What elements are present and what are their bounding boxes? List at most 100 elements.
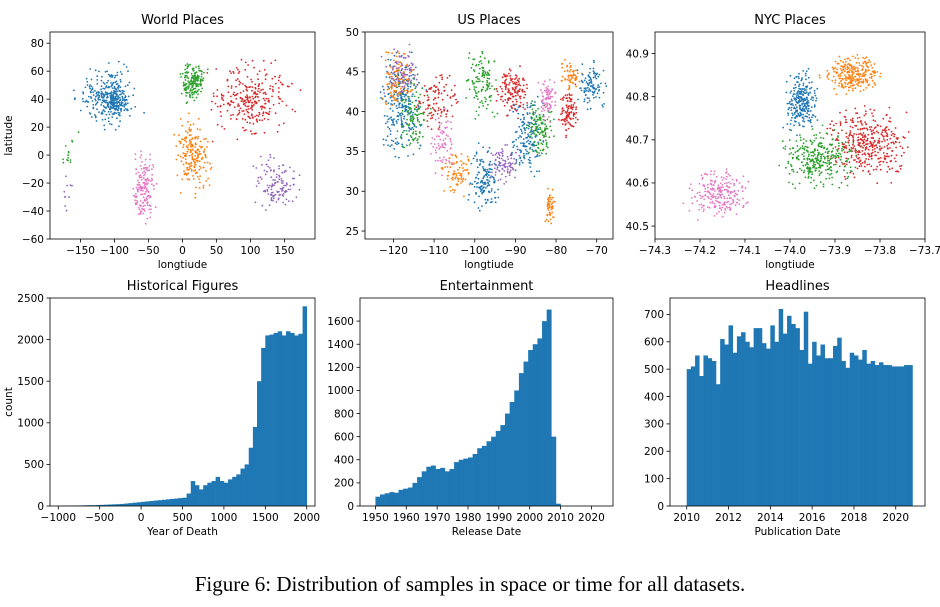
us-point (586, 108, 589, 111)
world-point (198, 165, 201, 168)
us-point (507, 91, 510, 93)
us-point (481, 50, 483, 53)
nyc-point (828, 161, 831, 164)
world-marks (62, 58, 302, 225)
us-point (409, 85, 412, 88)
nyc-point (723, 211, 726, 214)
us-point (449, 96, 452, 98)
nyc-point (830, 133, 833, 136)
us-point (478, 72, 480, 75)
world-point (269, 87, 271, 90)
us-point (514, 78, 516, 80)
world-places-panel: −150 −100 −50 0 50 100 150−60−40−20020406080Wo… (3, 13, 316, 271)
nyc-point (891, 149, 894, 152)
us-point (522, 113, 525, 116)
world-point (193, 91, 196, 93)
us-point (481, 74, 484, 77)
us-point (566, 78, 569, 81)
us-point (398, 102, 401, 105)
world-point (115, 88, 118, 91)
world-point (262, 97, 265, 100)
nyc-point (726, 185, 728, 188)
us-point (545, 87, 547, 89)
world-point (132, 194, 135, 197)
world-point (107, 110, 110, 113)
us-point (390, 66, 392, 68)
us-point (542, 98, 544, 101)
world-point (119, 86, 122, 89)
world-point (261, 114, 264, 117)
world-point (140, 154, 143, 157)
us-point (565, 117, 568, 120)
world-point (191, 85, 194, 88)
world-point (100, 79, 103, 82)
us-point (404, 81, 406, 84)
us-point (501, 148, 503, 151)
world-point (197, 65, 200, 68)
us-point (457, 180, 460, 183)
world-cluster-pink (132, 150, 158, 225)
world-point (250, 78, 253, 81)
world-point (121, 91, 124, 94)
us-point (586, 82, 589, 85)
us-point (498, 153, 500, 155)
world-point (194, 80, 197, 83)
us-point (435, 102, 438, 105)
world-point (246, 76, 249, 78)
world-point (114, 87, 116, 90)
nyc-point (812, 163, 815, 165)
nyc-point (903, 137, 906, 139)
nyc-point (857, 57, 860, 60)
world-point (184, 71, 187, 74)
us-point (550, 129, 553, 132)
us-point (427, 107, 429, 110)
nyc-point (716, 193, 719, 196)
us-point (453, 94, 456, 97)
world-point (143, 186, 145, 189)
nyc-point (704, 194, 707, 197)
us-point (400, 97, 403, 100)
nyc-point (807, 177, 810, 179)
us-point (565, 129, 568, 132)
nyc-point (822, 183, 825, 186)
world-point (109, 98, 112, 101)
us-point (389, 117, 391, 120)
world-point (186, 146, 189, 149)
nyc-point (895, 170, 897, 173)
us-cluster-blue (510, 95, 545, 178)
us-point (406, 110, 409, 113)
nyc-point (709, 201, 712, 204)
world-point (148, 208, 151, 211)
us-point (549, 111, 551, 114)
us-point (522, 145, 524, 147)
us-point (432, 90, 435, 93)
world-point (103, 124, 106, 127)
world-point (202, 166, 205, 169)
us-point (433, 103, 435, 105)
world-point (113, 111, 116, 114)
us-point (480, 88, 483, 91)
us-point (409, 111, 412, 114)
nyc-point (862, 146, 864, 149)
nyc-point (857, 78, 859, 80)
nyc-point (813, 161, 816, 164)
world-point (199, 70, 201, 72)
nyc-point (858, 76, 861, 78)
us-point (542, 130, 545, 133)
us-point (475, 76, 477, 79)
nyc-point (721, 184, 724, 186)
world-point (205, 137, 207, 140)
us-point (487, 171, 490, 174)
nyc-point (791, 112, 794, 115)
nyc-point (830, 162, 833, 164)
world-point (188, 163, 191, 166)
world-point (191, 137, 194, 140)
nyc-point (837, 155, 840, 158)
us-point (552, 216, 555, 219)
us-point (496, 112, 499, 115)
us-ytick-label: 35 (346, 146, 359, 158)
us-point (445, 113, 448, 116)
us-point (542, 140, 545, 142)
nyc-point (827, 157, 829, 160)
world-point (94, 114, 96, 116)
